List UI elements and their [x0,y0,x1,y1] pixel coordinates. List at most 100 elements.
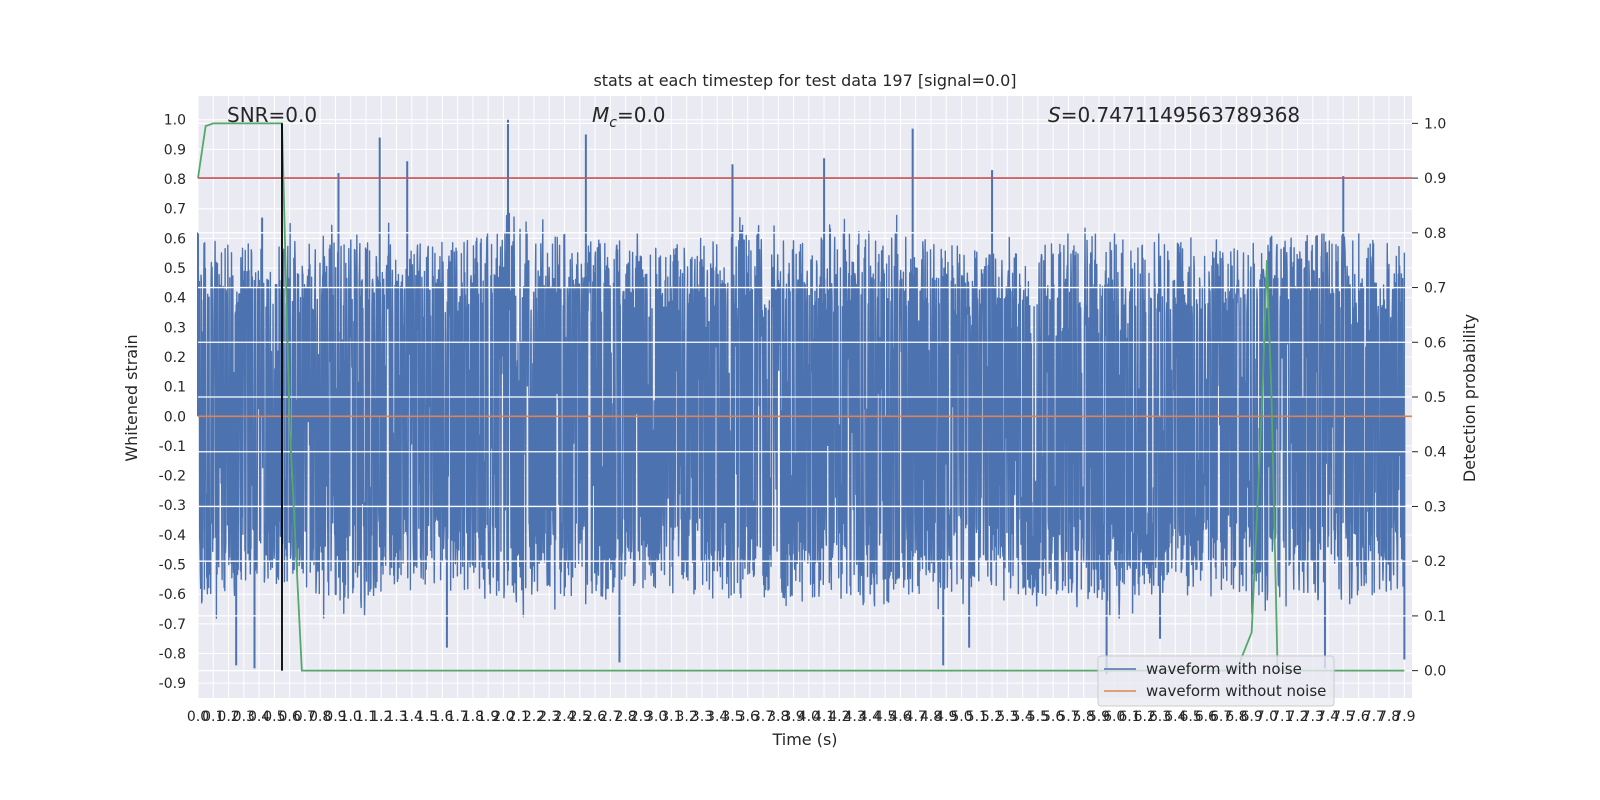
x-tick-label: 4.3 [843,709,865,725]
x-tick-label: 0.2 [217,709,239,725]
x-tick-label: 1.4 [401,709,423,725]
mc-subscript: c [609,115,617,131]
mc-value: =0.0 [617,103,666,127]
y-right-axis-label: Detection probability [1460,314,1479,482]
x-tick-label: 6.1 [1118,709,1140,725]
x-tick-label: 7.3 [1302,709,1324,725]
y-left-tick-label: 0.1 [164,380,186,396]
x-tick-label: 3.5 [721,709,743,725]
x-tick-label: 6.6 [1195,709,1217,725]
x-tick-label: 3.0 [645,709,667,725]
y-left-tick-label: -0.4 [159,528,186,544]
x-tick-label: 0.8 [309,709,331,725]
x-tick-label: 6.5 [1179,709,1201,725]
x-tick-label: 1.7 [446,709,468,725]
x-tick-label: 7.4 [1317,709,1339,725]
y-left-tick-label: 0.9 [164,142,186,158]
x-tick-label: 1.0 [340,709,362,725]
x-tick-labels: 0.00.10.20.30.40.50.60.70.80.91.01.11.21… [187,709,1416,725]
x-tick-label: 3.3 [691,709,713,725]
legend-label-waveform-without-noise: waveform without noise [1146,682,1326,700]
x-tick-label: 7.9 [1393,709,1415,725]
x-tick-label: 3.2 [676,709,698,725]
x-tick-label: 7.7 [1363,709,1385,725]
x-tick-label: 7.2 [1286,709,1308,725]
y-left-tick-label: -0.8 [159,647,186,663]
x-tick-label: 6.9 [1241,709,1263,725]
waveform-with-noise-series [197,119,1406,675]
x-tick-label: 5.3 [996,709,1018,725]
s-symbol: S [1048,103,1061,127]
y-left-axis-label: Whitened strain [122,334,141,461]
x-tick-label: 4.6 [889,709,911,725]
x-tick-label: 3.1 [660,709,682,725]
s-value: =0.7471149563789368 [1061,103,1300,127]
y-left-tick-label: -0.1 [159,439,186,455]
x-tick-label: 5.9 [1088,709,1110,725]
y-left-tick-labels: 1.0 0.9 0.8 0.7 0.6 0.5 0.4 0.3 0.2 0.1 0.0 -0.1 -0.… [159,113,186,692]
x-tick-label: 4.2 [828,709,850,725]
y-right-tick-label: 0.5 [1424,390,1446,406]
legend-label-waveform-with-noise: waveform with noise [1146,660,1302,678]
y-left-tick-label: 0.6 [164,231,186,247]
x-tick-label: 7.1 [1271,709,1293,725]
x-tick-label: 3.9 [782,709,804,725]
x-tick-label: 5.0 [950,709,972,725]
y-left-tick-label: 0.7 [164,202,186,218]
x-tick-label: 1.6 [431,709,453,725]
y-right-tick-label: 0.9 [1424,171,1446,187]
x-tick-label: 2.7 [599,709,621,725]
x-tick-label: 4.4 [859,709,881,725]
x-tick-label: 6.3 [1149,709,1171,725]
y-right-tick-label: 0.3 [1424,499,1446,515]
y-left-tick-label: -0.9 [159,676,186,692]
x-tick-label: 1.1 [355,709,377,725]
x-tick-label: 3.6 [737,709,759,725]
y-right-tick-label: 0.7 [1424,281,1446,297]
x-tick-label: 0.0 [187,709,209,725]
y-left-tick-label: -0.6 [159,587,186,603]
y-left-tick-label: 0.5 [164,261,186,277]
s-annotation: S=0.7471149563789368 [1048,103,1300,127]
y-left-tick-label: 1.0 [164,113,186,129]
x-tick-label: 6.7 [1210,709,1232,725]
y-left-tick-label: 0.0 [164,409,186,425]
y-right-tick-label: 0.6 [1424,335,1446,351]
x-tick-label: 0.7 [294,709,316,725]
y-right-tick-labels: 1.0 0.9 0.8 0.7 0.6 0.5 0.4 0.3 0.2 0.1 0.0 [1412,116,1446,680]
x-tick-label: 7.6 [1347,709,1369,725]
x-tick-label: 6.8 [1225,709,1247,725]
x-tick-label: 1.3 [385,709,407,725]
y-left-tick-label: 0.4 [164,291,186,307]
y-right-tick-label: 0.4 [1424,445,1446,461]
y-right-tick-label: 0.0 [1424,664,1446,680]
x-tick-label: 0.6 [278,709,300,725]
x-tick-label: 7.8 [1378,709,1400,725]
chart-title: stats at each timestep for test data 197… [593,71,1016,90]
x-axis-label: Time (s) [771,730,837,749]
y-right-tick-label: 0.2 [1424,554,1446,570]
x-tick-label: 2.8 [614,709,636,725]
y-left-tick-label: 0.2 [164,350,186,366]
x-tick-label: 1.2 [370,709,392,725]
x-tick-label: 5.2 [981,709,1003,725]
x-tick-label: 0.3 [233,709,255,725]
x-tick-label: 1.9 [477,709,499,725]
x-tick-label: 1.8 [462,709,484,725]
x-tick-label: 2.6 [584,709,606,725]
x-tick-label: 2.9 [630,709,652,725]
legend: waveform with noise waveform without noi… [1097,655,1335,707]
x-tick-label: 7.0 [1256,709,1278,725]
x-tick-label: 2.2 [523,709,545,725]
y-right-tick-label: 0.1 [1424,609,1446,625]
y-left-tick-label: -0.5 [159,558,186,574]
x-tick-label: 5.6 [1042,709,1064,725]
x-tick-label: 4.0 [798,709,820,725]
x-tick-label: 3.4 [706,709,728,725]
x-tick-label: 6.2 [1134,709,1156,725]
y-left-tick-label: -0.2 [159,469,186,485]
x-tick-label: 2.0 [492,709,514,725]
x-tick-label: 4.7 [905,709,927,725]
legend-box [1097,655,1335,707]
